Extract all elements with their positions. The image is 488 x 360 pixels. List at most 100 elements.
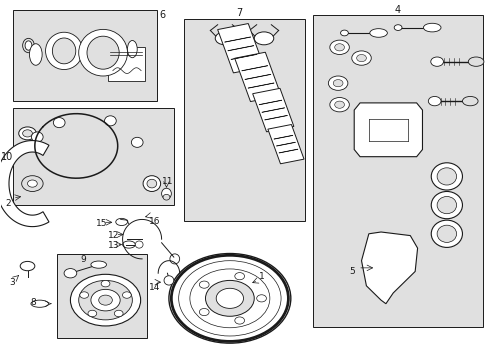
Ellipse shape bbox=[340, 30, 347, 36]
Ellipse shape bbox=[29, 44, 42, 65]
FancyArrow shape bbox=[227, 45, 253, 51]
Text: 3: 3 bbox=[9, 278, 15, 287]
Ellipse shape bbox=[25, 41, 32, 50]
Circle shape bbox=[168, 253, 290, 343]
Circle shape bbox=[332, 80, 342, 87]
Text: 1: 1 bbox=[259, 272, 264, 281]
Ellipse shape bbox=[127, 41, 137, 58]
Bar bbox=[252, 88, 293, 132]
Circle shape bbox=[234, 273, 244, 280]
Ellipse shape bbox=[131, 137, 143, 147]
FancyArrow shape bbox=[276, 142, 295, 146]
Text: 13: 13 bbox=[108, 241, 119, 250]
Bar bbox=[108, 47, 144, 81]
Text: 7: 7 bbox=[236, 8, 242, 18]
Circle shape bbox=[334, 101, 344, 108]
Circle shape bbox=[234, 317, 244, 324]
Bar bbox=[13, 10, 157, 101]
Ellipse shape bbox=[45, 32, 82, 69]
Circle shape bbox=[199, 309, 209, 316]
Ellipse shape bbox=[53, 118, 65, 128]
Ellipse shape bbox=[468, 57, 483, 66]
Text: 2: 2 bbox=[5, 199, 11, 208]
Polygon shape bbox=[0, 140, 49, 226]
Ellipse shape bbox=[254, 32, 273, 45]
Ellipse shape bbox=[436, 168, 456, 185]
Ellipse shape bbox=[19, 127, 36, 140]
Text: 16: 16 bbox=[149, 217, 161, 226]
Ellipse shape bbox=[163, 194, 169, 200]
Ellipse shape bbox=[462, 96, 477, 106]
Text: 10: 10 bbox=[0, 152, 13, 162]
FancyArrow shape bbox=[247, 83, 273, 88]
Ellipse shape bbox=[64, 269, 77, 278]
Ellipse shape bbox=[169, 254, 179, 264]
Text: 12: 12 bbox=[108, 231, 119, 240]
Circle shape bbox=[70, 274, 141, 326]
FancyArrow shape bbox=[224, 37, 250, 42]
FancyArrow shape bbox=[230, 54, 257, 60]
Text: 11: 11 bbox=[161, 177, 173, 186]
Ellipse shape bbox=[91, 261, 106, 268]
Circle shape bbox=[91, 289, 120, 311]
Ellipse shape bbox=[161, 188, 171, 199]
Bar bbox=[267, 125, 304, 164]
Ellipse shape bbox=[393, 25, 401, 31]
Text: 14: 14 bbox=[149, 283, 161, 292]
Ellipse shape bbox=[52, 38, 76, 64]
Circle shape bbox=[256, 295, 266, 302]
Circle shape bbox=[79, 280, 132, 320]
FancyArrow shape bbox=[241, 66, 267, 71]
Ellipse shape bbox=[87, 36, 119, 69]
Ellipse shape bbox=[122, 241, 135, 248]
Circle shape bbox=[216, 288, 243, 309]
Bar bbox=[217, 23, 264, 73]
Ellipse shape bbox=[436, 197, 456, 214]
Circle shape bbox=[205, 280, 254, 316]
Ellipse shape bbox=[430, 192, 462, 219]
FancyArrow shape bbox=[279, 149, 297, 153]
Text: 6: 6 bbox=[159, 10, 165, 20]
Ellipse shape bbox=[423, 23, 440, 32]
Text: 5: 5 bbox=[348, 267, 354, 276]
Ellipse shape bbox=[430, 220, 462, 247]
Circle shape bbox=[356, 54, 366, 62]
Ellipse shape bbox=[215, 32, 234, 45]
Bar bbox=[183, 19, 305, 221]
Text: 9: 9 bbox=[80, 256, 86, 265]
Circle shape bbox=[329, 40, 348, 54]
Ellipse shape bbox=[20, 261, 35, 271]
Ellipse shape bbox=[22, 39, 34, 53]
Ellipse shape bbox=[427, 96, 440, 106]
Ellipse shape bbox=[104, 116, 116, 126]
Bar bbox=[57, 253, 147, 338]
Circle shape bbox=[27, 180, 37, 187]
Bar bbox=[234, 52, 281, 102]
Ellipse shape bbox=[430, 163, 462, 190]
Circle shape bbox=[351, 51, 370, 65]
FancyArrow shape bbox=[273, 135, 292, 139]
Text: 15: 15 bbox=[96, 219, 107, 228]
Circle shape bbox=[80, 292, 88, 298]
Circle shape bbox=[329, 98, 348, 112]
Circle shape bbox=[99, 295, 112, 305]
Text: 8: 8 bbox=[30, 298, 36, 307]
Ellipse shape bbox=[147, 179, 157, 188]
Bar bbox=[13, 108, 173, 205]
Ellipse shape bbox=[135, 241, 143, 248]
Circle shape bbox=[88, 310, 97, 317]
Ellipse shape bbox=[163, 276, 173, 285]
Polygon shape bbox=[353, 103, 422, 157]
Circle shape bbox=[114, 310, 123, 317]
Ellipse shape bbox=[31, 132, 43, 142]
FancyArrow shape bbox=[262, 108, 284, 112]
Circle shape bbox=[101, 280, 110, 287]
Circle shape bbox=[199, 281, 209, 288]
Ellipse shape bbox=[22, 130, 32, 137]
Ellipse shape bbox=[430, 57, 443, 66]
Ellipse shape bbox=[369, 29, 386, 37]
Circle shape bbox=[122, 292, 131, 298]
Circle shape bbox=[328, 76, 347, 90]
FancyArrow shape bbox=[244, 74, 270, 80]
FancyArrow shape bbox=[264, 115, 287, 120]
